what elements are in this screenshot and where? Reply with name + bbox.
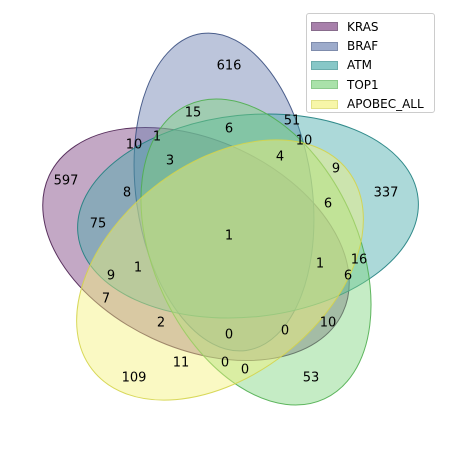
set-ellipse-braf (133, 32, 315, 352)
region-count-r-75: 75 (90, 217, 107, 232)
region-count-r-10a: 10 (296, 134, 313, 149)
region-count-r-0d: 0 (241, 363, 249, 378)
legend-label: TOP1 (347, 77, 379, 92)
set-ellipse-atm (77, 113, 419, 319)
region-count-braf-atm: 51 (284, 114, 301, 129)
legend-swatch (311, 22, 338, 32)
region-count-braf-top1: 15 (185, 106, 202, 121)
region-count-r-6c: 6 (344, 269, 352, 284)
set-ellipse-apobec-all (76, 139, 364, 401)
region-count-r-4: 4 (276, 150, 284, 165)
region-count-r-16: 16 (351, 253, 368, 268)
legend-label: KRAS (347, 19, 379, 34)
legend-entry-braf: BRAF (311, 36, 434, 55)
set-ellipse-kras (42, 127, 350, 361)
set-ellipses (42, 32, 419, 406)
region-count-r-0a: 0 (225, 328, 233, 343)
set-ellipse-top1 (140, 98, 372, 406)
region-count-apobec-all: 109 (122, 371, 147, 386)
legend-entry-atm: ATM (311, 56, 434, 75)
region-count-r-8: 8 (123, 186, 131, 201)
region-count-atm: 337 (374, 186, 399, 201)
region-count-r-6a: 6 (225, 122, 233, 137)
region-count-all-five: 1 (225, 229, 233, 244)
legend-swatch (311, 60, 338, 70)
legend-swatch (311, 99, 338, 109)
region-count-kras: 597 (54, 174, 79, 189)
region-count-r-2: 2 (157, 316, 165, 331)
legend-entry-apobec-all: APOBEC_ALL (311, 95, 434, 114)
region-count-r-1b: 1 (134, 261, 142, 276)
legend-entry-top1: TOP1 (311, 75, 434, 94)
region-count-r-6b: 6 (324, 197, 332, 212)
region-count-braf: 616 (217, 59, 242, 74)
region-count-r-0c: 0 (221, 356, 229, 371)
region-count-r-11: 11 (173, 356, 190, 371)
region-count-r-9b: 9 (107, 269, 115, 284)
region-count-r-0b: 0 (281, 324, 289, 339)
legend-label: APOBEC_ALL (347, 97, 424, 112)
legend: KRAS BRAF ATM TOP1 APOBEC_ALL (306, 13, 435, 113)
legend-label: ATM (347, 58, 372, 73)
region-count-r-1c: 1 (316, 257, 324, 272)
region-count-top1: 53 (303, 371, 320, 386)
legend-swatch (311, 80, 338, 90)
region-count-kras-braf: 10 (126, 138, 143, 153)
region-count-r-3: 3 (166, 154, 174, 169)
region-count-r-10b: 10 (320, 316, 337, 331)
region-count-r-7: 7 (102, 292, 110, 307)
legend-entry-kras: KRAS (311, 17, 434, 36)
legend-swatch (311, 41, 338, 51)
region-count-r-9a: 9 (332, 162, 340, 177)
region-count-r-1a: 1 (153, 130, 161, 145)
legend-label: BRAF (347, 39, 379, 54)
